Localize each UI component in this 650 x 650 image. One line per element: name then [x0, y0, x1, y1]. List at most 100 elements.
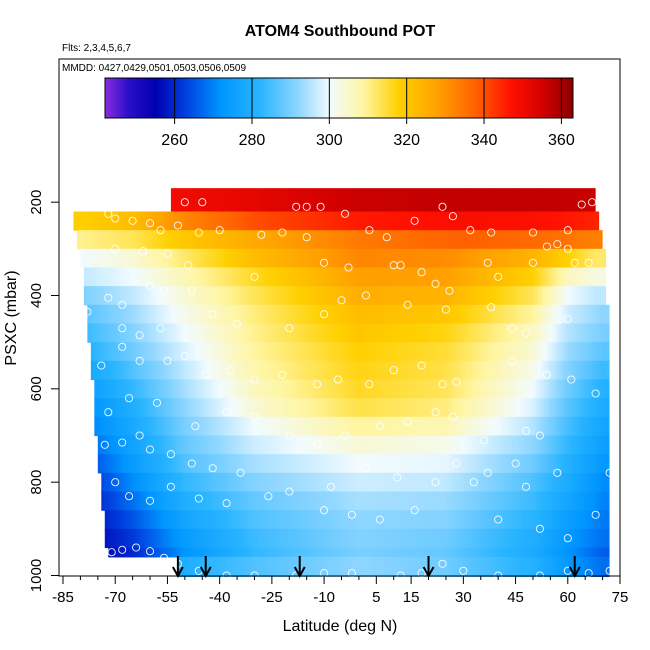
heatmap-cell [471, 323, 475, 343]
heatmap-cell [444, 556, 449, 578]
heatmap-cell [212, 188, 217, 213]
heatmap-cell [562, 398, 566, 418]
heatmap-cell [557, 188, 562, 213]
heatmap-cell [407, 510, 412, 530]
heatmap-cell [403, 230, 408, 250]
heatmap-cell [191, 267, 196, 287]
heatmap-cell [464, 510, 469, 530]
observation-point [226, 366, 235, 375]
heatmap-cell [466, 416, 470, 437]
heatmap-cell [146, 267, 151, 287]
observation-point [166, 482, 175, 491]
heatmap-cell [536, 510, 541, 530]
heatmap-cell [113, 510, 118, 530]
heatmap-cell [307, 379, 311, 399]
heatmap-cell [467, 188, 472, 213]
heatmap-cell [489, 360, 494, 381]
heatmap-cell [391, 379, 395, 399]
heatmap-cell [544, 230, 549, 250]
heatmap-cell [565, 379, 569, 399]
heatmap-cell [134, 510, 139, 530]
heatmap-cell [431, 188, 436, 213]
heatmap-cell [296, 267, 301, 287]
heatmap-cell [160, 416, 164, 437]
heatmap-cell [229, 416, 233, 437]
heatmap-cell [188, 510, 193, 530]
heatmap-cell [555, 323, 559, 343]
heatmap-cell [323, 491, 327, 511]
heatmap-cell [183, 304, 187, 325]
observation-point [535, 524, 544, 533]
heatmap-cell [530, 491, 534, 511]
heatmap-cell [276, 304, 280, 325]
heatmap-cell [301, 435, 306, 455]
heatmap-cell [440, 472, 444, 493]
heatmap-cell [152, 510, 157, 530]
heatmap-cell [446, 510, 451, 530]
heatmap-cell [143, 248, 148, 269]
heatmap-cell [585, 304, 589, 325]
heatmap-cell [467, 510, 472, 530]
heatmap-cell [413, 491, 417, 511]
heatmap-cell [370, 398, 374, 418]
y-axis-label: PSXC (mbar) [3, 270, 20, 365]
heatmap-cell [269, 286, 274, 306]
heatmap-cell [404, 267, 409, 287]
heatmap-cell [410, 528, 415, 549]
heatmap-cell [371, 267, 376, 287]
heatmap-cell [174, 304, 178, 325]
heatmap-cell [299, 248, 304, 269]
heatmap-cell [603, 304, 607, 325]
heatmap-cell [284, 491, 288, 511]
heatmap-cell [435, 547, 439, 558]
heatmap-cell [580, 211, 585, 231]
heatmap-cell [497, 248, 502, 269]
heatmap-cell [541, 230, 546, 250]
heatmap-cell [554, 491, 558, 511]
heatmap-cell [534, 323, 538, 343]
heatmap-cell [257, 267, 262, 287]
heatmap-cell [129, 323, 133, 343]
heatmap-cell [444, 304, 448, 325]
heatmap-cell [223, 416, 227, 437]
heatmap-cell [311, 248, 316, 269]
heatmap-cell [360, 323, 364, 343]
heatmap-cell [319, 379, 323, 399]
heatmap-cell [141, 547, 145, 558]
heatmap-cell [168, 342, 173, 362]
heatmap-cell [207, 342, 212, 362]
heatmap-cell [121, 435, 126, 455]
heatmap-cell [438, 547, 442, 558]
heatmap-cell [442, 454, 447, 474]
heatmap-cell [115, 435, 120, 455]
heatmap-cell [439, 379, 443, 399]
heatmap-cell [223, 230, 228, 250]
heatmap-cell [257, 188, 262, 213]
heatmap-cell [531, 304, 535, 325]
heatmap-cell [247, 230, 252, 250]
heatmap-cell [293, 286, 298, 306]
heatmap-cell [332, 188, 337, 213]
heatmap-cell [598, 454, 603, 474]
heatmap-cell [201, 323, 205, 343]
heatmap-cell [128, 286, 133, 306]
heatmap-cell [121, 398, 125, 418]
heatmap-cell [396, 323, 400, 343]
heatmap-cell [584, 491, 588, 511]
heatmap-cell [274, 211, 279, 231]
heatmap-cell [183, 323, 187, 343]
heatmap-cell [500, 286, 505, 306]
heatmap-cell [342, 360, 347, 381]
heatmap-cell [573, 323, 577, 343]
heatmap-cell [488, 491, 492, 511]
heatmap-cell [103, 398, 107, 418]
heatmap-cell [162, 304, 166, 325]
heatmap-cell [169, 454, 174, 474]
heatmap-cell [575, 491, 579, 511]
heatmap-cell [437, 491, 441, 511]
heatmap-cell [514, 454, 519, 474]
heatmap-cell [548, 491, 552, 511]
heatmap-cell [473, 510, 478, 530]
heatmap-cell [101, 286, 106, 306]
heatmap-cell [327, 323, 331, 343]
